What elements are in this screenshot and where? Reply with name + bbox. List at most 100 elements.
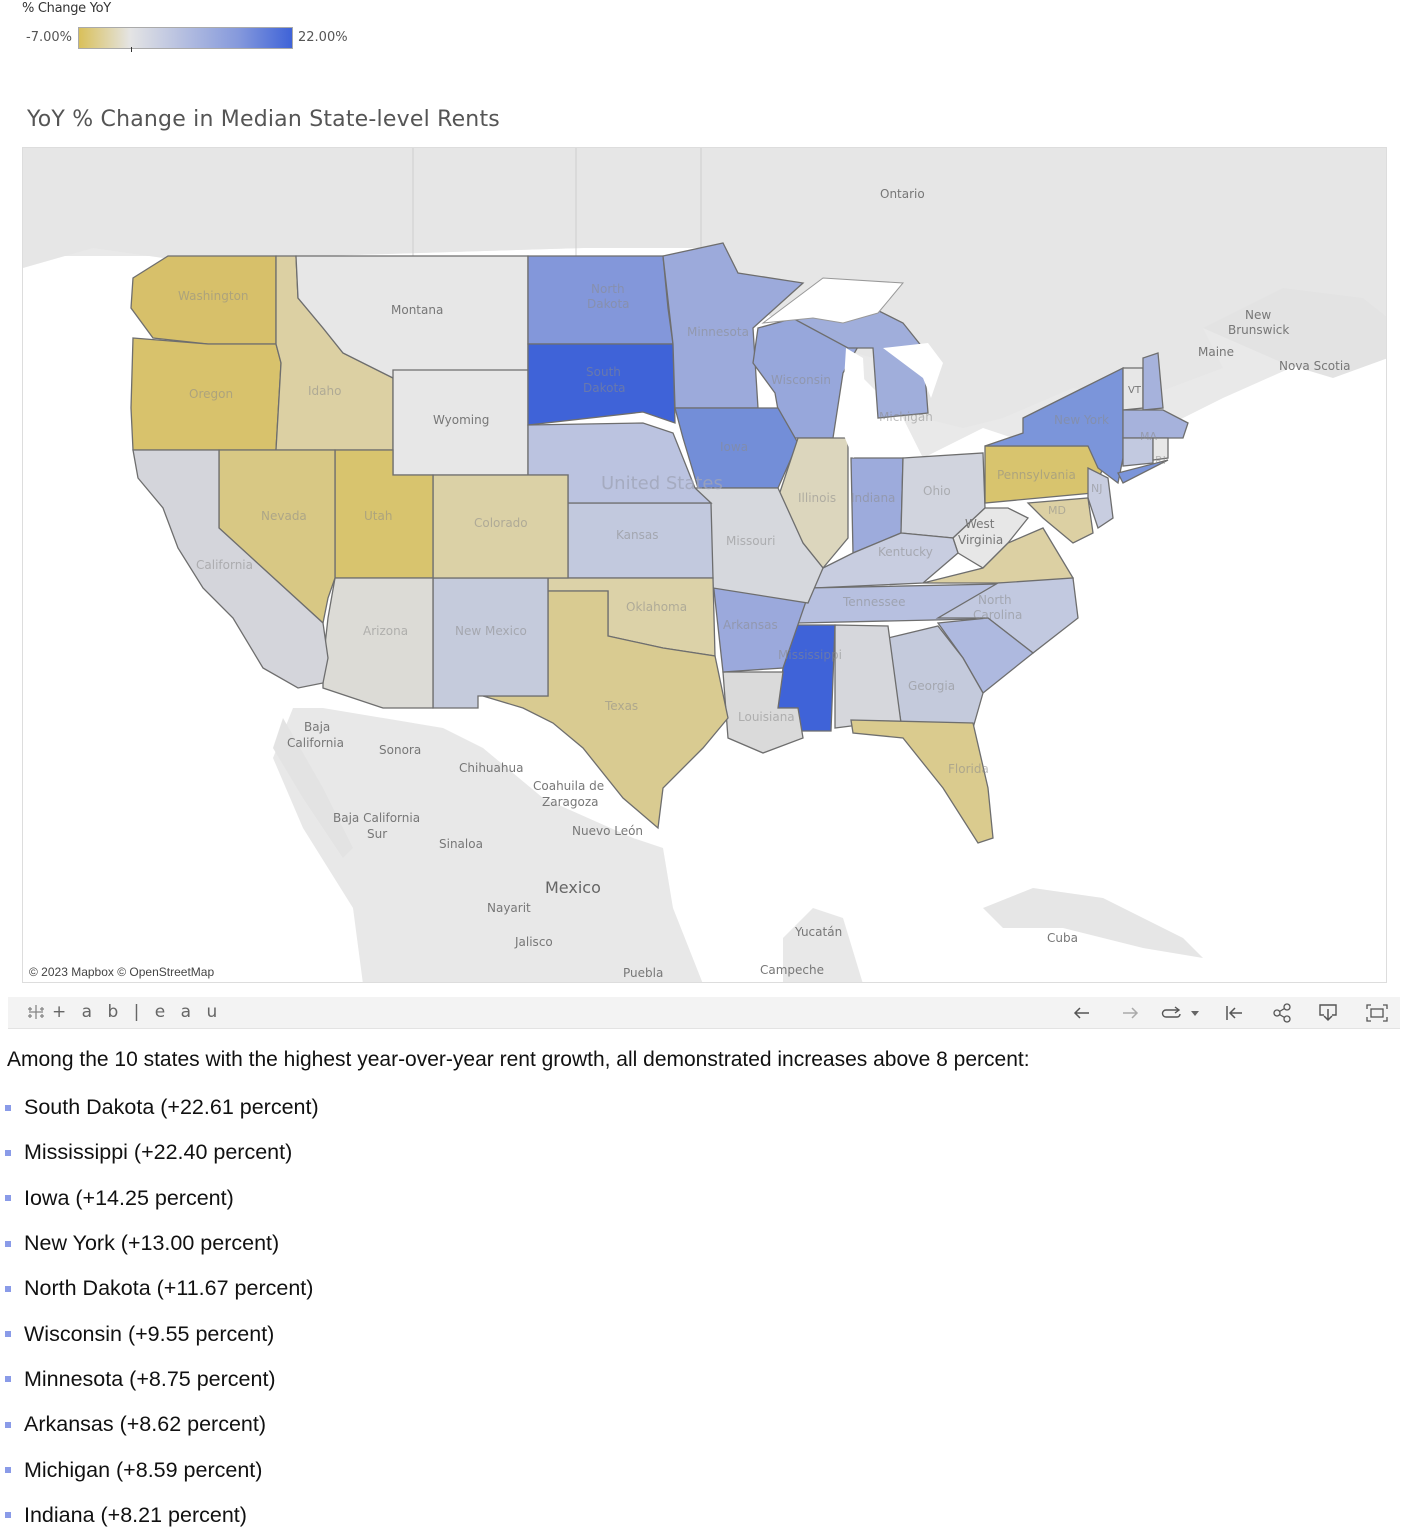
label-idaho: Idaho: [308, 384, 341, 398]
fullscreen-icon: [1366, 1004, 1388, 1022]
label-california: California: [196, 558, 253, 572]
label-colorado: Colorado: [474, 516, 528, 530]
bullet-icon: [5, 1285, 11, 1292]
label-kentucky: Kentucky: [878, 545, 933, 559]
label-coahuila-2: Zaragoza: [542, 795, 598, 809]
state-south-dakota[interactable]: [527, 343, 676, 426]
undo-button[interactable]: [1069, 1001, 1095, 1025]
list-item: New York (+13.00 percent): [0, 1221, 319, 1266]
label-nevada: Nevada: [261, 509, 307, 523]
redo-button[interactable]: [1117, 1001, 1143, 1025]
state-west-virginia[interactable]: [952, 507, 1030, 569]
label-iowa: Iowa: [720, 440, 748, 454]
tableau-cross-icon: [28, 1005, 44, 1019]
label-baja-sur-2: Sur: [367, 827, 387, 841]
bullet-icon: [5, 1104, 11, 1111]
label-nj: NJ: [1091, 482, 1102, 495]
label-new-brunswick-1: New: [1245, 308, 1271, 322]
state-arizona[interactable]: [322, 577, 434, 709]
mexico-land: [273, 708, 703, 982]
state-california[interactable]: [132, 449, 329, 689]
lake-michigan: [841, 348, 868, 458]
label-ontario: Ontario: [880, 187, 925, 201]
share-button[interactable]: [1269, 1001, 1295, 1025]
label-wisconsin: Wisconsin: [771, 373, 831, 387]
label-louisiana: Louisiana: [738, 710, 795, 724]
list-item: North Dakota (+11.67 percent): [0, 1266, 319, 1311]
state-md[interactable]: [1026, 497, 1094, 544]
state-florida[interactable]: [850, 719, 994, 844]
state-minnesota[interactable]: [662, 242, 805, 409]
label-nayarit: Nayarit: [487, 901, 531, 915]
article-intro: Among the 10 states with the highest yea…: [7, 1048, 1030, 1071]
yucatan-land: [783, 908, 863, 982]
legend-max-label: 22.00%: [298, 30, 348, 45]
state-ct[interactable]: [1122, 437, 1154, 467]
label-vt: VT: [1128, 385, 1142, 396]
label-kansas: Kansas: [616, 528, 658, 542]
fullscreen-button[interactable]: [1364, 1001, 1390, 1025]
state-new-mexico[interactable]: [432, 577, 549, 709]
state-ma[interactable]: [1122, 409, 1189, 439]
label-minnesota: Minnesota: [687, 325, 749, 339]
label-washington: Washington: [178, 289, 249, 303]
label-new-brunswick-2: Brunswick: [1228, 323, 1289, 337]
label-sonora: Sonora: [379, 743, 421, 757]
legend-gradient-bar[interactable]: [78, 27, 293, 52]
legend-min-label: -7.00%: [26, 30, 72, 45]
label-jalisco: Jalisco: [514, 935, 553, 949]
label-wyoming: Wyoming: [433, 413, 489, 427]
bullet-icon: [5, 1512, 11, 1519]
list-item: Mississippi (+22.40 percent): [0, 1130, 319, 1175]
label-arkansas: Arkansas: [723, 618, 778, 632]
label-north-dakota-1: North: [591, 282, 625, 296]
download-button[interactable]: [1315, 1001, 1341, 1025]
bullet-icon: [5, 1467, 11, 1474]
label-montana: Montana: [391, 303, 443, 317]
state-texas[interactable]: [482, 590, 729, 830]
list-item: Iowa (+14.25 percent): [0, 1176, 319, 1221]
label-north-carolina-2: Carolina: [973, 608, 1022, 622]
label-west-virginia-1: West: [965, 517, 995, 531]
state-nh[interactable]: [1142, 352, 1164, 411]
label-nuevo-leon: Nuevo León: [572, 824, 643, 838]
download-icon: [1319, 1004, 1337, 1022]
label-maine: Maine: [1198, 345, 1234, 359]
label-ohio: Ohio: [923, 484, 951, 498]
label-campeche: Campeche: [760, 963, 824, 977]
label-oklahoma: Oklahoma: [626, 600, 687, 614]
legend-title: % Change YoY: [22, 1, 111, 16]
label-north-dakota-2: Dakota: [587, 297, 630, 311]
state-louisiana[interactable]: [722, 671, 804, 754]
state-nj[interactable]: [1087, 466, 1114, 530]
list-item: South Dakota (+22.61 percent): [0, 1085, 319, 1130]
label-missouri: Missouri: [726, 534, 775, 548]
label-oregon: Oregon: [189, 387, 233, 401]
map-canvas[interactable]: Washington Oregon Idaho Montana Wyoming …: [23, 148, 1387, 983]
revert-button[interactable]: [1158, 1001, 1204, 1025]
bullet-icon: [5, 1421, 11, 1428]
tableau-toolbar: + a b | e a u: [8, 997, 1400, 1029]
legend-zero-tick: [131, 47, 132, 52]
label-baja-california-2: California: [287, 736, 344, 750]
us-states[interactable]: [130, 242, 1189, 844]
tableau-logo[interactable]: + a b | e a u: [26, 1002, 222, 1022]
lake-huron: [883, 343, 943, 398]
list-item: Michigan (+8.59 percent): [0, 1447, 319, 1492]
reset-to-start-icon: [1226, 1006, 1242, 1020]
state-ri[interactable]: [1152, 437, 1169, 461]
list-item: Indiana (+8.21 percent): [0, 1493, 319, 1538]
label-md: MD: [1048, 504, 1066, 517]
map-attribution[interactable]: © 2023 Mapbox © OpenStreetMap: [27, 965, 217, 979]
label-arizona: Arizona: [363, 624, 408, 638]
state-long-island[interactable]: [1117, 459, 1169, 484]
label-indiana: Indiana: [851, 491, 895, 505]
state-new-york[interactable]: [984, 366, 1124, 485]
lake-superior: [761, 277, 905, 324]
bullet-icon: [5, 1195, 11, 1202]
label-yucatan: Yucatán: [794, 925, 842, 939]
arrow-left-icon: [1073, 1007, 1089, 1019]
reset-button[interactable]: [1221, 1001, 1247, 1025]
label-sinaloa: Sinaloa: [439, 837, 483, 851]
choropleth-map[interactable]: Washington Oregon Idaho Montana Wyoming …: [22, 147, 1387, 983]
